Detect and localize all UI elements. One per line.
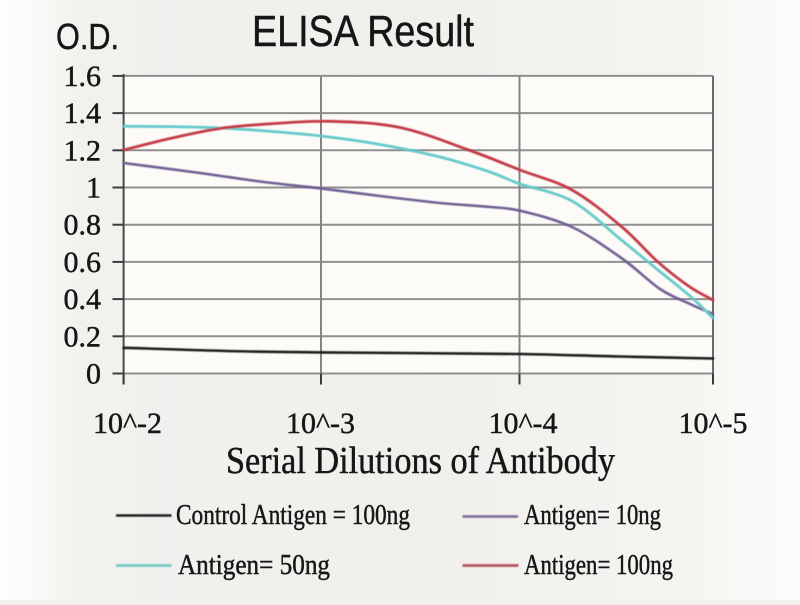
svg-text:1.2: 1.2 bbox=[64, 134, 102, 167]
svg-text:Control Antigen = 100ng: Control Antigen = 100ng bbox=[176, 500, 410, 531]
svg-text:0.8: 0.8 bbox=[64, 209, 102, 242]
svg-text:ELISA Result: ELISA Result bbox=[252, 7, 474, 56]
svg-text:0.6: 0.6 bbox=[64, 246, 102, 279]
svg-text:Antigen= 100ng: Antigen= 100ng bbox=[524, 550, 673, 581]
svg-text:10^-5: 10^-5 bbox=[678, 407, 747, 440]
svg-text:Serial Dilutions of Antibody: Serial Dilutions of Antibody bbox=[226, 440, 615, 482]
svg-text:10^-2: 10^-2 bbox=[93, 407, 162, 440]
svg-text:0.2: 0.2 bbox=[64, 320, 102, 353]
svg-text:Antigen= 10ng: Antigen= 10ng bbox=[524, 500, 661, 531]
svg-text:1: 1 bbox=[86, 172, 101, 205]
svg-text:0: 0 bbox=[86, 358, 101, 391]
svg-text:1.4: 1.4 bbox=[64, 97, 102, 130]
svg-text:Antigen= 50ng: Antigen= 50ng bbox=[178, 550, 330, 581]
svg-text:1.6: 1.6 bbox=[64, 60, 102, 93]
svg-text:0.4: 0.4 bbox=[64, 283, 102, 316]
svg-text:O.D.: O.D. bbox=[56, 16, 119, 57]
svg-text:10^-3: 10^-3 bbox=[286, 407, 355, 440]
svg-text:10^-4: 10^-4 bbox=[488, 407, 557, 440]
